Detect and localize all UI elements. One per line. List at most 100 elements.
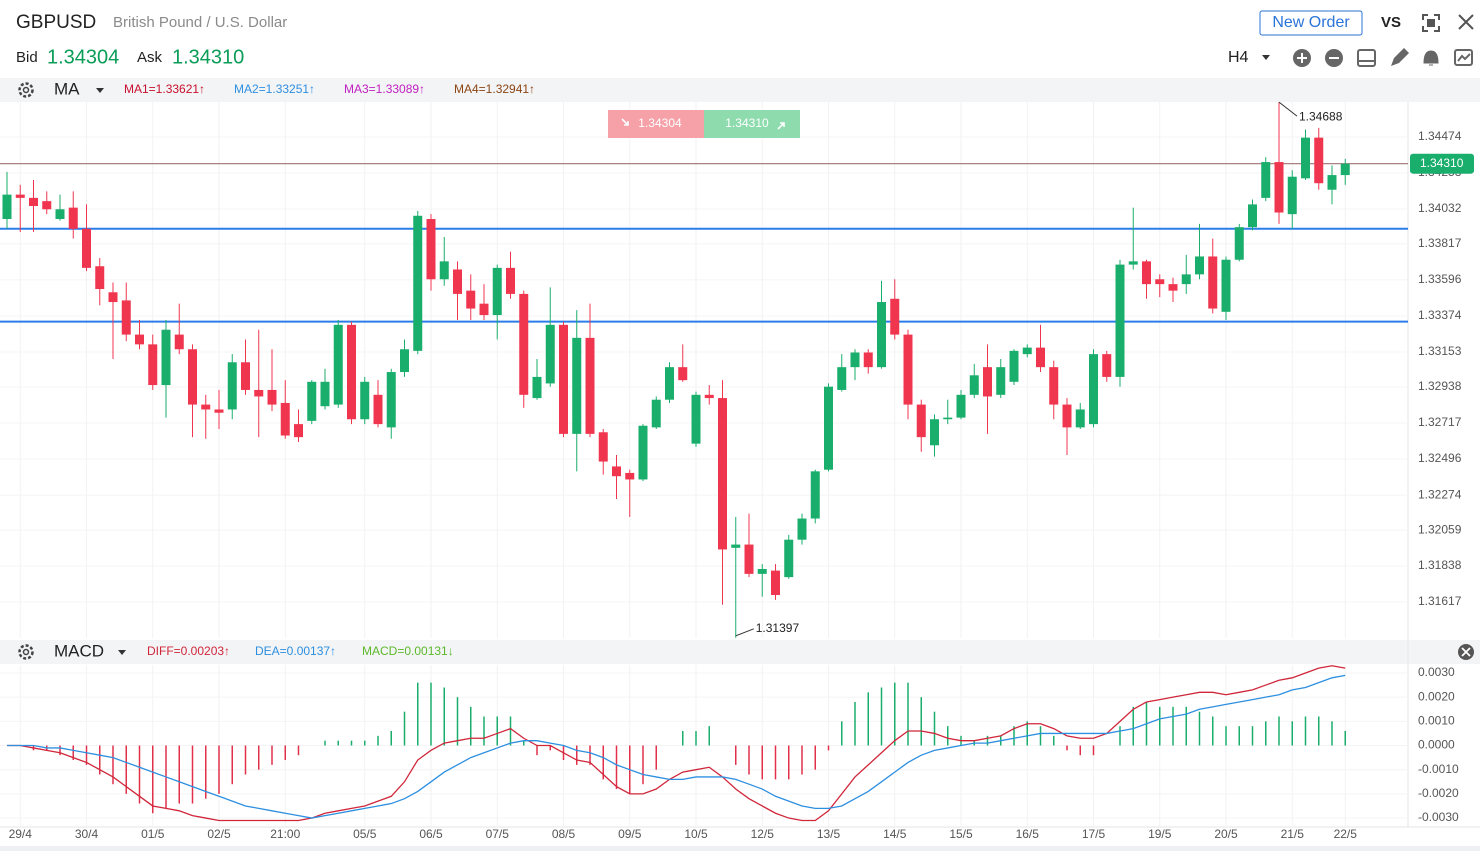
dropdown-arrow[interactable] xyxy=(118,650,126,655)
y-tick-label: -0.0020 xyxy=(1418,786,1459,800)
timeframe[interactable]: H4 xyxy=(1228,49,1249,66)
candle-body xyxy=(400,349,409,373)
fullscreen-icon[interactable] xyxy=(1422,14,1440,32)
candle-body xyxy=(1234,227,1244,260)
vs-button[interactable]: VS xyxy=(1381,14,1401,31)
y-tick-label: 0.0000 xyxy=(1418,738,1455,752)
candle-body xyxy=(108,292,118,303)
candle-body xyxy=(55,209,65,220)
candle-body xyxy=(280,402,290,436)
close-pane[interactable] xyxy=(1458,644,1474,660)
low-annotation: 1.31397 xyxy=(756,621,800,635)
candle-body xyxy=(969,375,979,395)
candle-body xyxy=(1261,162,1271,198)
settings-icon[interactable] xyxy=(18,644,34,660)
icon[interactable] xyxy=(1427,19,1435,27)
annotation-line xyxy=(1278,101,1298,117)
x-tick-label: 10/5 xyxy=(684,827,708,841)
candle-body xyxy=(810,471,820,519)
candle-body xyxy=(68,207,78,229)
candle-body xyxy=(1155,279,1165,285)
x-tick-label: 30/4 xyxy=(75,827,99,841)
y-tick-label: 1.33817 xyxy=(1418,236,1462,250)
x-tick-label: 09/5 xyxy=(618,827,642,841)
draw-icon[interactable] xyxy=(1391,48,1409,66)
quote-badges[interactable]: 1.34304 1.34310 xyxy=(608,110,800,138)
x-tick-label: 12/5 xyxy=(751,827,775,841)
icon[interactable] xyxy=(1422,14,1440,32)
candle-body xyxy=(1049,367,1059,405)
x-tick-label: 02/5 xyxy=(207,827,231,841)
candle-body xyxy=(201,404,211,410)
ma-value: MA3=1.33089↑ xyxy=(344,82,425,96)
candle-body xyxy=(559,324,568,434)
candle-body xyxy=(863,352,873,368)
macd-indicator[interactable]: MACD xyxy=(54,641,104,660)
macd-value: MACD=0.00131↓ xyxy=(362,644,454,658)
ask-label: Ask xyxy=(137,49,163,66)
candle-body xyxy=(174,334,184,350)
settings-icon[interactable] xyxy=(18,82,34,98)
candle-body xyxy=(731,544,741,548)
candle-body xyxy=(333,324,343,405)
buy-price[interactable]: 1.34310 xyxy=(725,116,769,130)
candle-body xyxy=(121,300,131,335)
candle-body xyxy=(1274,162,1284,213)
candle-body xyxy=(82,228,91,268)
sell-badge[interactable] xyxy=(608,110,704,138)
x-tick-label: 19/5 xyxy=(1148,827,1172,841)
dropdown-arrow[interactable] xyxy=(96,88,104,93)
icon[interactable] xyxy=(22,648,30,656)
candle-body xyxy=(1181,274,1191,285)
candle-body xyxy=(625,472,635,480)
button-frame[interactable] xyxy=(1259,10,1363,36)
y-tick-label: 1.34474 xyxy=(1418,129,1462,143)
candle-body xyxy=(1340,163,1350,176)
candle-body xyxy=(1115,264,1125,377)
icon[interactable] xyxy=(1457,53,1471,62)
ma-indicator[interactable]: MA xyxy=(54,79,80,98)
up-arrow[interactable] xyxy=(777,122,785,130)
bid-price: 1.34304 xyxy=(47,46,119,68)
indicator-icon[interactable] xyxy=(1454,49,1473,66)
icon[interactable] xyxy=(1458,14,1474,30)
candle-body xyxy=(413,215,423,351)
new-order-button[interactable]: New Order xyxy=(1259,10,1363,36)
candle-body xyxy=(1102,354,1112,377)
candle-body xyxy=(135,334,144,345)
plot: 1.344741.342531.340321.338171.335961.333… xyxy=(0,101,1474,841)
x-tick-label: 06/5 xyxy=(419,827,443,841)
icon[interactable] xyxy=(1461,647,1471,657)
candle-body xyxy=(1327,175,1337,190)
icon[interactable] xyxy=(1297,53,1307,63)
candle-body xyxy=(651,399,661,428)
candle-body xyxy=(1314,137,1324,184)
close-icon[interactable] xyxy=(1458,14,1474,30)
candle-body xyxy=(360,381,370,420)
candle-body xyxy=(2,194,12,220)
icon[interactable] xyxy=(22,86,30,94)
candle-body xyxy=(877,302,886,368)
icon[interactable] xyxy=(18,644,34,660)
candle-body xyxy=(850,352,860,368)
candle-body xyxy=(373,394,383,425)
macd-toolbar xyxy=(0,640,1480,664)
candle-body xyxy=(15,194,25,198)
candle-body xyxy=(1221,259,1231,312)
alert-icon[interactable] xyxy=(1423,50,1439,66)
candle-body xyxy=(161,329,171,386)
x-tick-label: 22/5 xyxy=(1334,827,1358,841)
icon[interactable] xyxy=(18,82,34,98)
candle-body xyxy=(227,362,237,410)
x-tick-label: 17/5 xyxy=(1082,827,1106,841)
candle-body xyxy=(784,539,794,578)
button-label[interactable]: New Order xyxy=(1272,14,1350,31)
down-arrow[interactable] xyxy=(621,118,629,126)
candle-body xyxy=(585,337,595,434)
dropdown-arrow[interactable] xyxy=(1262,55,1270,60)
sell-price[interactable]: 1.34304 xyxy=(638,116,682,130)
y-tick-label: 1.32496 xyxy=(1418,451,1462,465)
bid-label: Bid xyxy=(16,49,38,66)
layout-icon[interactable] xyxy=(1357,49,1376,67)
symbol-name: British Pound / U.S. Dollar xyxy=(113,14,287,31)
